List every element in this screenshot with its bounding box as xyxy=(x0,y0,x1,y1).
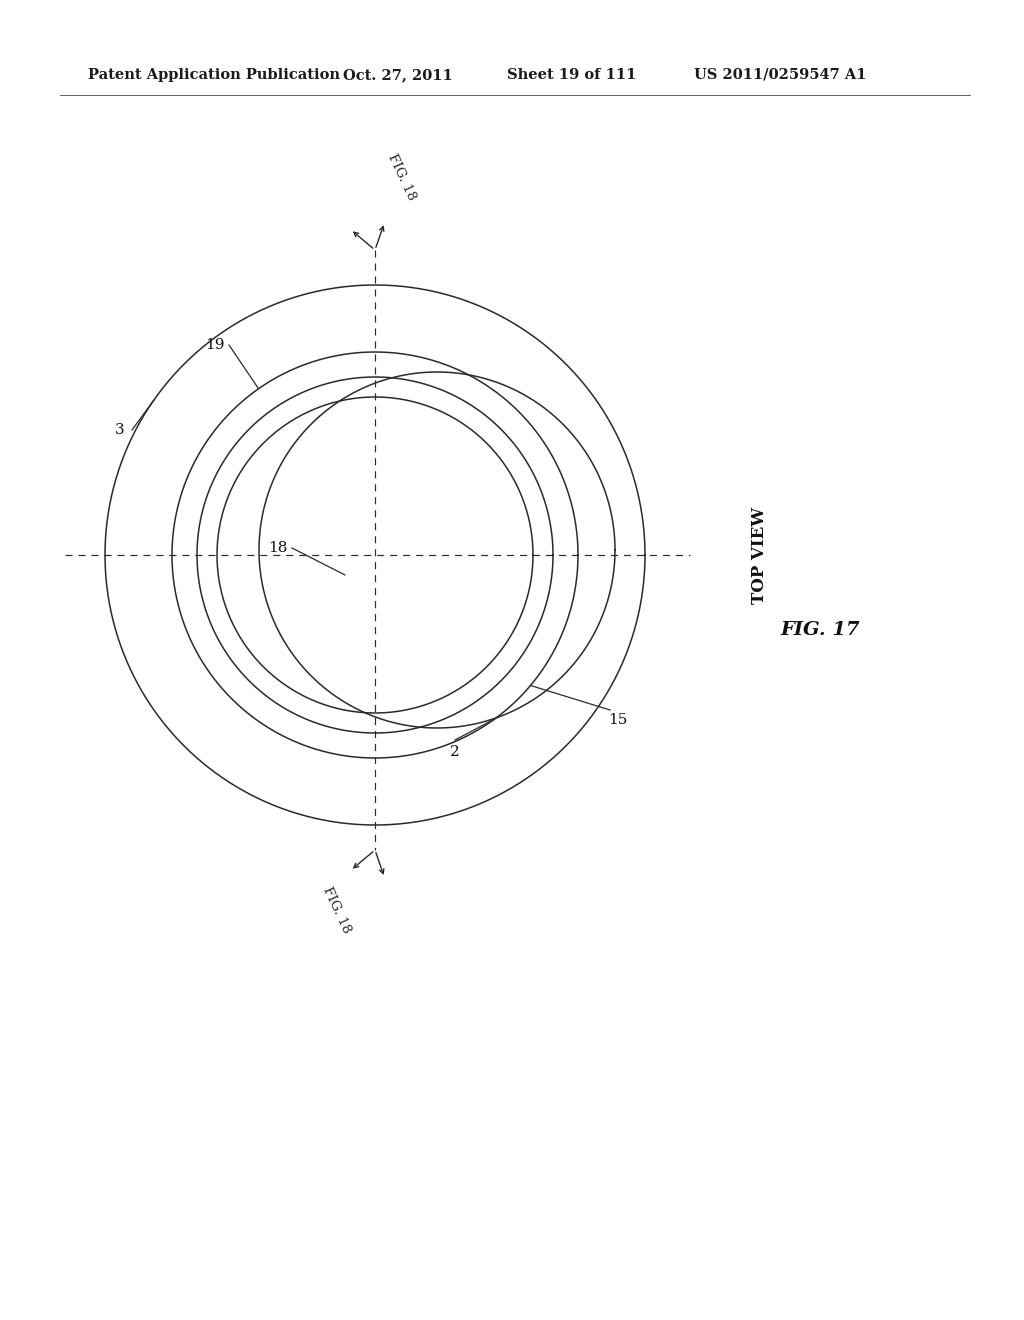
Text: 3: 3 xyxy=(115,422,125,437)
Text: 15: 15 xyxy=(608,713,628,727)
Text: TOP VIEW: TOP VIEW xyxy=(752,507,768,603)
Text: 2: 2 xyxy=(451,744,460,759)
Text: Patent Application Publication: Patent Application Publication xyxy=(88,69,340,82)
Text: FIG. 18: FIG. 18 xyxy=(385,152,418,202)
Text: 19: 19 xyxy=(205,338,224,352)
Text: FIG. 17: FIG. 17 xyxy=(780,620,860,639)
Text: Sheet 19 of 111: Sheet 19 of 111 xyxy=(507,69,637,82)
Text: FIG. 18: FIG. 18 xyxy=(319,884,353,936)
Text: 18: 18 xyxy=(268,541,288,554)
Text: Oct. 27, 2011: Oct. 27, 2011 xyxy=(343,69,453,82)
Text: US 2011/0259547 A1: US 2011/0259547 A1 xyxy=(693,69,866,82)
